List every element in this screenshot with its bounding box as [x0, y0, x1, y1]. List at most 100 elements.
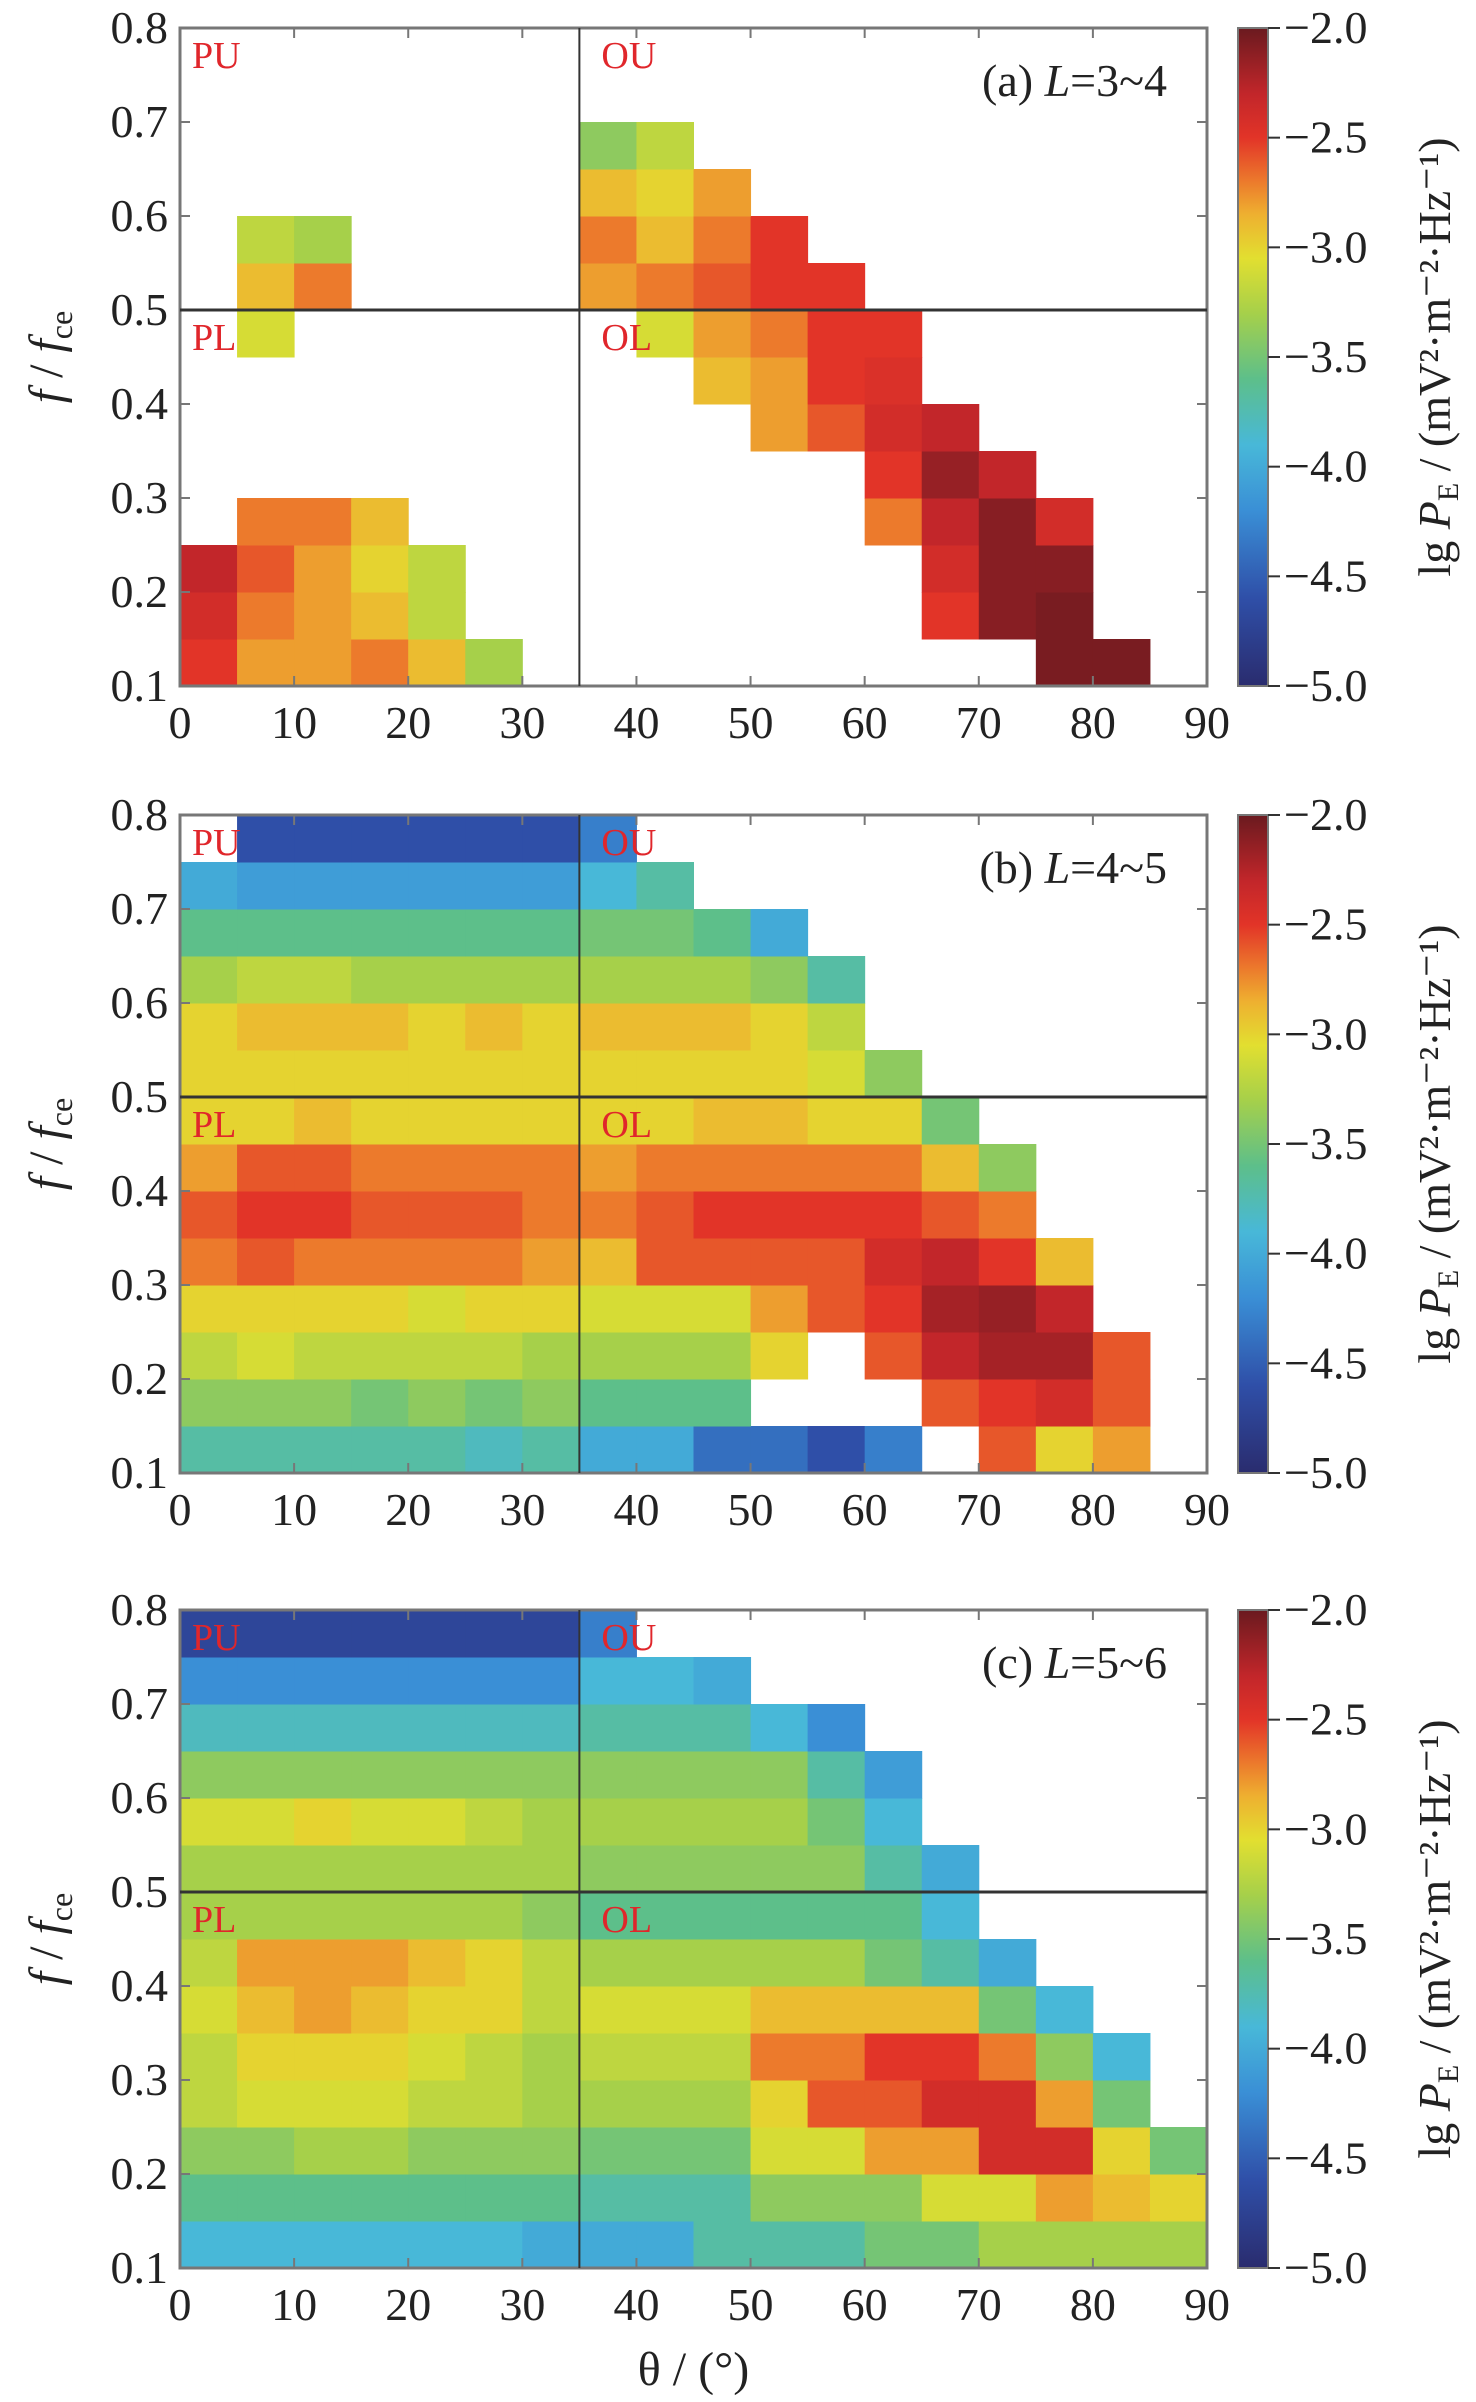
heatmap-cell — [921, 1986, 980, 2034]
y-tick-label: 0.4 — [111, 1165, 169, 1216]
heatmap-cell — [237, 216, 295, 264]
heatmap-cell — [693, 1845, 752, 1893]
heatmap-cell — [807, 1238, 866, 1286]
heatmap-cell — [408, 592, 466, 640]
heatmap-cell — [579, 1050, 637, 1098]
heatmap-cell — [807, 1892, 866, 1940]
heatmap-cell — [522, 2033, 580, 2081]
heatmap-cell — [465, 956, 523, 1004]
heatmap-cell — [750, 1798, 809, 1846]
heatmap-cell — [807, 1144, 866, 1192]
y-label-sep: / — [20, 1140, 73, 1177]
heatmap-cell — [750, 1238, 809, 1286]
heatmap-cell — [636, 1379, 694, 1427]
heatmap-cell — [180, 1939, 238, 1987]
heatmap-cell — [294, 909, 352, 957]
heatmap-cell — [237, 592, 295, 640]
heatmap-cell — [978, 2127, 1037, 2175]
heatmap-cell — [693, 2221, 752, 2269]
heatmap-cell — [522, 2127, 580, 2175]
cbar-label-prefix: lg — [1409, 1316, 1460, 1363]
heatmap-cell — [636, 2174, 694, 2222]
quadrant-label-ou: OU — [601, 35, 656, 77]
heatmap-cell — [294, 815, 352, 863]
heatmap-cell — [693, 169, 752, 217]
heatmap-cell — [579, 1097, 637, 1145]
heatmap-cell — [1035, 1285, 1094, 1333]
heatmap-cell — [693, 1050, 752, 1098]
y-axis-label: f / fce — [20, 1098, 79, 1190]
colorbar-tick-label: −4.0 — [1284, 1228, 1367, 1279]
colorbar-tick-label: −4.5 — [1284, 2132, 1367, 2183]
heatmap-cell — [693, 1238, 752, 1286]
heatmap-cell — [693, 956, 752, 1004]
heatmap-cell — [750, 1986, 809, 2034]
heatmap-cell — [864, 1285, 923, 1333]
heatmap-cell — [864, 1798, 923, 1846]
heatmap-cell — [522, 862, 580, 910]
heatmap-cell — [807, 956, 866, 1004]
heatmap-cell — [693, 1657, 752, 1705]
heatmap-cell — [750, 2080, 809, 2128]
y-tick-label: 0.1 — [111, 660, 169, 711]
heatmap-cell — [807, 2174, 866, 2222]
heatmap-cell — [579, 2221, 637, 2269]
heatmap-cell — [180, 1751, 238, 1799]
heatmap-cell — [1092, 2033, 1151, 2081]
heatmap-cell — [237, 1097, 295, 1145]
heatmap-cell — [522, 1986, 580, 2034]
panel-label: (a) L=3~4 — [982, 55, 1167, 106]
heatmap-cell — [351, 1892, 409, 1940]
colorbar — [1237, 27, 1269, 687]
x-tick-label: 0 — [169, 2279, 192, 2330]
heatmap-cell — [1092, 2221, 1151, 2269]
heatmap-cell — [864, 1097, 923, 1145]
x-tick-label: 70 — [956, 697, 1002, 748]
heatmap-cell — [636, 1845, 694, 1893]
heatmap-cell — [351, 545, 409, 593]
heatmap-cell — [237, 2033, 295, 2081]
heatmap-cell — [693, 1191, 752, 1239]
heatmap-cell — [465, 2127, 523, 2175]
x-tick-label: 60 — [842, 1484, 888, 1535]
heatmap-cell — [522, 1285, 580, 1333]
heatmap-cell — [579, 1191, 637, 1239]
heatmap-cell — [294, 592, 352, 640]
colorbar-label: lg PE / (mV²·m⁻²·Hz⁻¹) — [1409, 137, 1465, 576]
heatmap-cell — [750, 1704, 809, 1752]
heatmap-cell — [237, 545, 295, 593]
heatmap-cell — [294, 1191, 352, 1239]
heatmap-cell — [351, 1050, 409, 1098]
heatmap-cell — [237, 1657, 295, 1705]
heatmap-cell — [636, 1798, 694, 1846]
heatmap-cell — [579, 216, 637, 264]
heatmap-cell — [294, 1845, 352, 1893]
heatmap-cell — [750, 1751, 809, 1799]
heatmap-cell — [180, 1986, 238, 2034]
heatmap-cell — [351, 909, 409, 957]
heatmap-cell — [1092, 639, 1151, 687]
heatmap-cell — [408, 2174, 466, 2222]
heatmap-cell — [408, 2221, 466, 2269]
heatmap-cell — [237, 1332, 295, 1380]
heatmap-cell — [693, 2127, 752, 2175]
heatmap-cell — [1035, 2033, 1094, 2081]
heatmap-cell — [408, 2127, 466, 2175]
quadrant-label-ol: OL — [601, 1104, 652, 1146]
heatmap-cell — [579, 1798, 637, 1846]
quadrant-label-pl: PL — [192, 1899, 236, 1941]
heatmap-cell — [180, 1704, 238, 1752]
heatmap-cell — [351, 815, 409, 863]
heatmap-cell — [1092, 2174, 1151, 2222]
colorbar-label: lg PE / (mV²·m⁻²·Hz⁻¹) — [1409, 924, 1465, 1363]
heatmap-cell — [408, 1379, 466, 1427]
colorbar-tick-label: −4.0 — [1284, 2023, 1367, 2074]
heatmap-cell — [351, 956, 409, 1004]
cbar-label-sub: E — [1432, 483, 1465, 501]
heatmap-cell — [294, 956, 352, 1004]
cbar-label-unit: / (mV²·m⁻²·Hz⁻¹) — [1409, 924, 1460, 1269]
panel-label-variable: L — [1044, 1637, 1071, 1688]
heatmap-cell — [807, 263, 866, 311]
